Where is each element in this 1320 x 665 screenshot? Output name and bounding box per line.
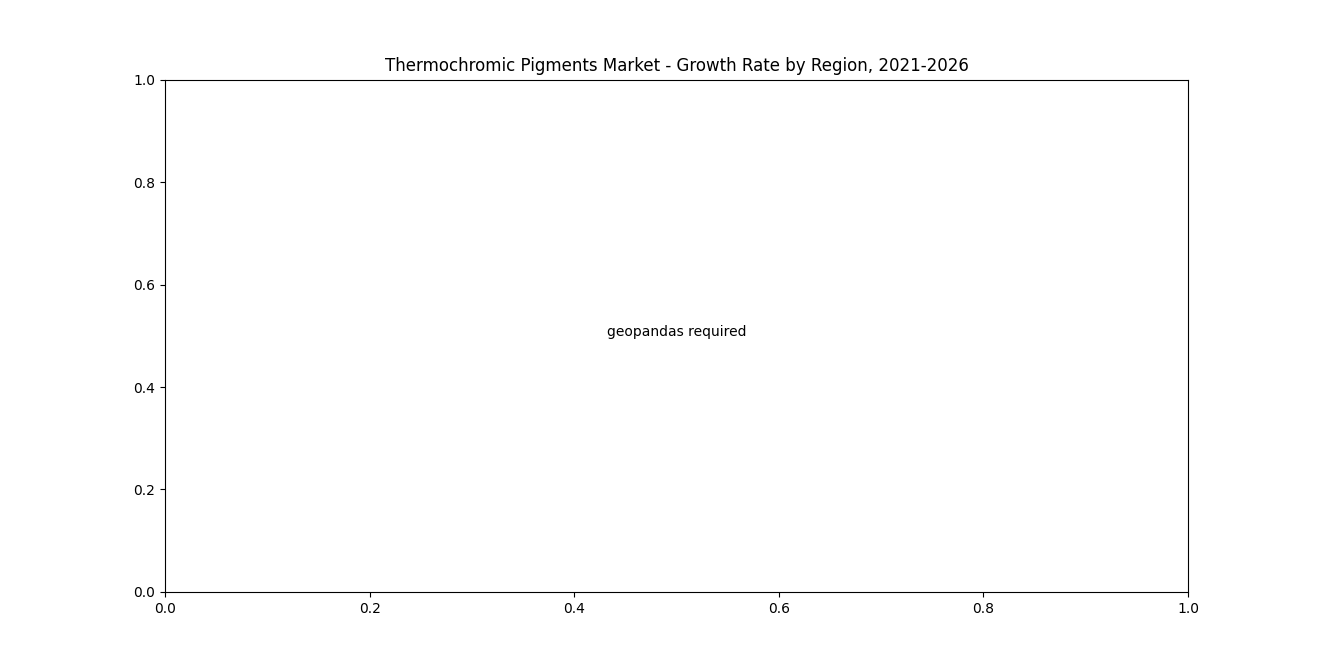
Title: Thermochromic Pigments Market - Growth Rate by Region, 2021-2026: Thermochromic Pigments Market - Growth R…: [384, 57, 969, 75]
Text: geopandas required: geopandas required: [607, 325, 746, 339]
